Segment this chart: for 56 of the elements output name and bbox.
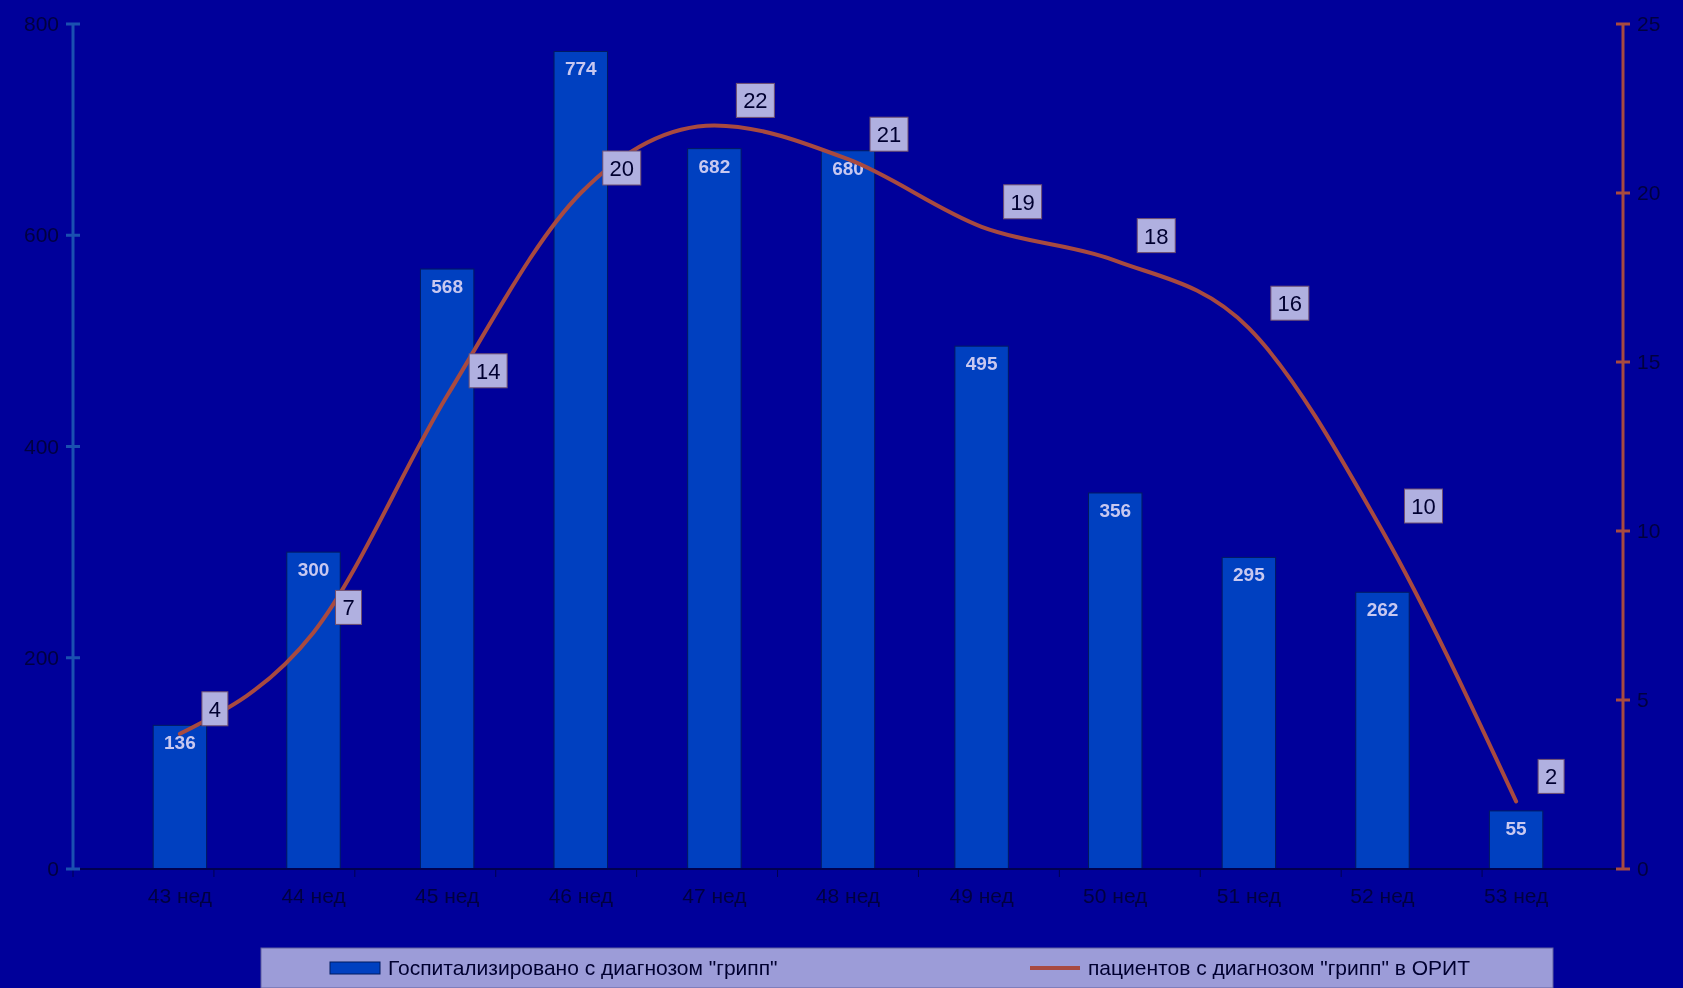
y2-tick-label: 25 <box>1637 12 1661 35</box>
data-label: 7 <box>342 595 355 621</box>
bar <box>1221 556 1277 870</box>
bar <box>286 551 341 870</box>
bar <box>1355 591 1410 870</box>
bar <box>954 345 1009 870</box>
bar <box>687 148 742 870</box>
x-tick-label: 50 нед <box>1083 884 1148 907</box>
x-tick-label: 47 нед <box>682 884 747 907</box>
x-tick-label: 53 нед <box>1483 884 1549 907</box>
x-tick-label: 44 нед <box>281 884 346 907</box>
legend-label: пациентов с диагнозом "грипп" в ОРИТ <box>1088 956 1471 979</box>
y2-tick-label: 0 <box>1637 857 1649 880</box>
data-label: 2 <box>1544 764 1558 790</box>
x-tick-label: 52 нед <box>1350 884 1415 907</box>
data-label: 20 <box>609 156 634 181</box>
data-label: 19 <box>1010 189 1035 215</box>
data-label: 356 <box>1099 499 1132 521</box>
bar <box>152 724 208 870</box>
x-tick-label: 45 нед <box>415 884 480 907</box>
legend-label: Госпитализировано с диагнозом "грипп" <box>388 956 778 979</box>
data-label: 682 <box>698 155 731 177</box>
y2-tick-label: 5 <box>1637 688 1649 711</box>
data-label: 568 <box>431 276 463 298</box>
data-label: 300 <box>297 559 330 581</box>
y-tick-label: 600 <box>23 223 59 247</box>
y2-tick-label: 20 <box>1637 181 1661 204</box>
bar <box>419 268 475 870</box>
data-label: 295 <box>1233 564 1266 586</box>
x-tick-label: 48 нед <box>815 884 881 907</box>
data-label: 16 <box>1277 291 1303 317</box>
x-tick-label: 51 нед <box>1216 884 1281 907</box>
x-tick-label: 43 нед <box>147 884 213 907</box>
y-tick-label: 0 <box>47 857 59 880</box>
x-tick-label: 46 нед <box>548 884 613 907</box>
data-label: 21 <box>876 122 902 148</box>
x-tick-label: 49 нед <box>949 884 1014 907</box>
bar <box>1488 810 1544 870</box>
bar <box>553 50 608 870</box>
data-label: 55 <box>1505 817 1528 839</box>
data-label: 10 <box>1411 494 1436 519</box>
y-tick-label: 400 <box>23 434 59 458</box>
data-label: 774 <box>564 58 598 80</box>
data-label: 14 <box>475 358 501 384</box>
data-label: 136 <box>164 732 196 754</box>
data-label: 262 <box>1366 599 1399 621</box>
bar <box>1088 492 1143 870</box>
y-tick-label: 800 <box>23 12 59 35</box>
bar <box>820 150 876 870</box>
data-label: 22 <box>743 88 768 114</box>
y2-tick-label: 10 <box>1637 519 1661 542</box>
y-tick-label: 200 <box>23 645 59 669</box>
data-label: 4 <box>208 696 222 722</box>
data-label: 495 <box>965 353 998 375</box>
data-label: 18 <box>1144 223 1169 249</box>
y2-tick-label: 15 <box>1637 350 1661 373</box>
